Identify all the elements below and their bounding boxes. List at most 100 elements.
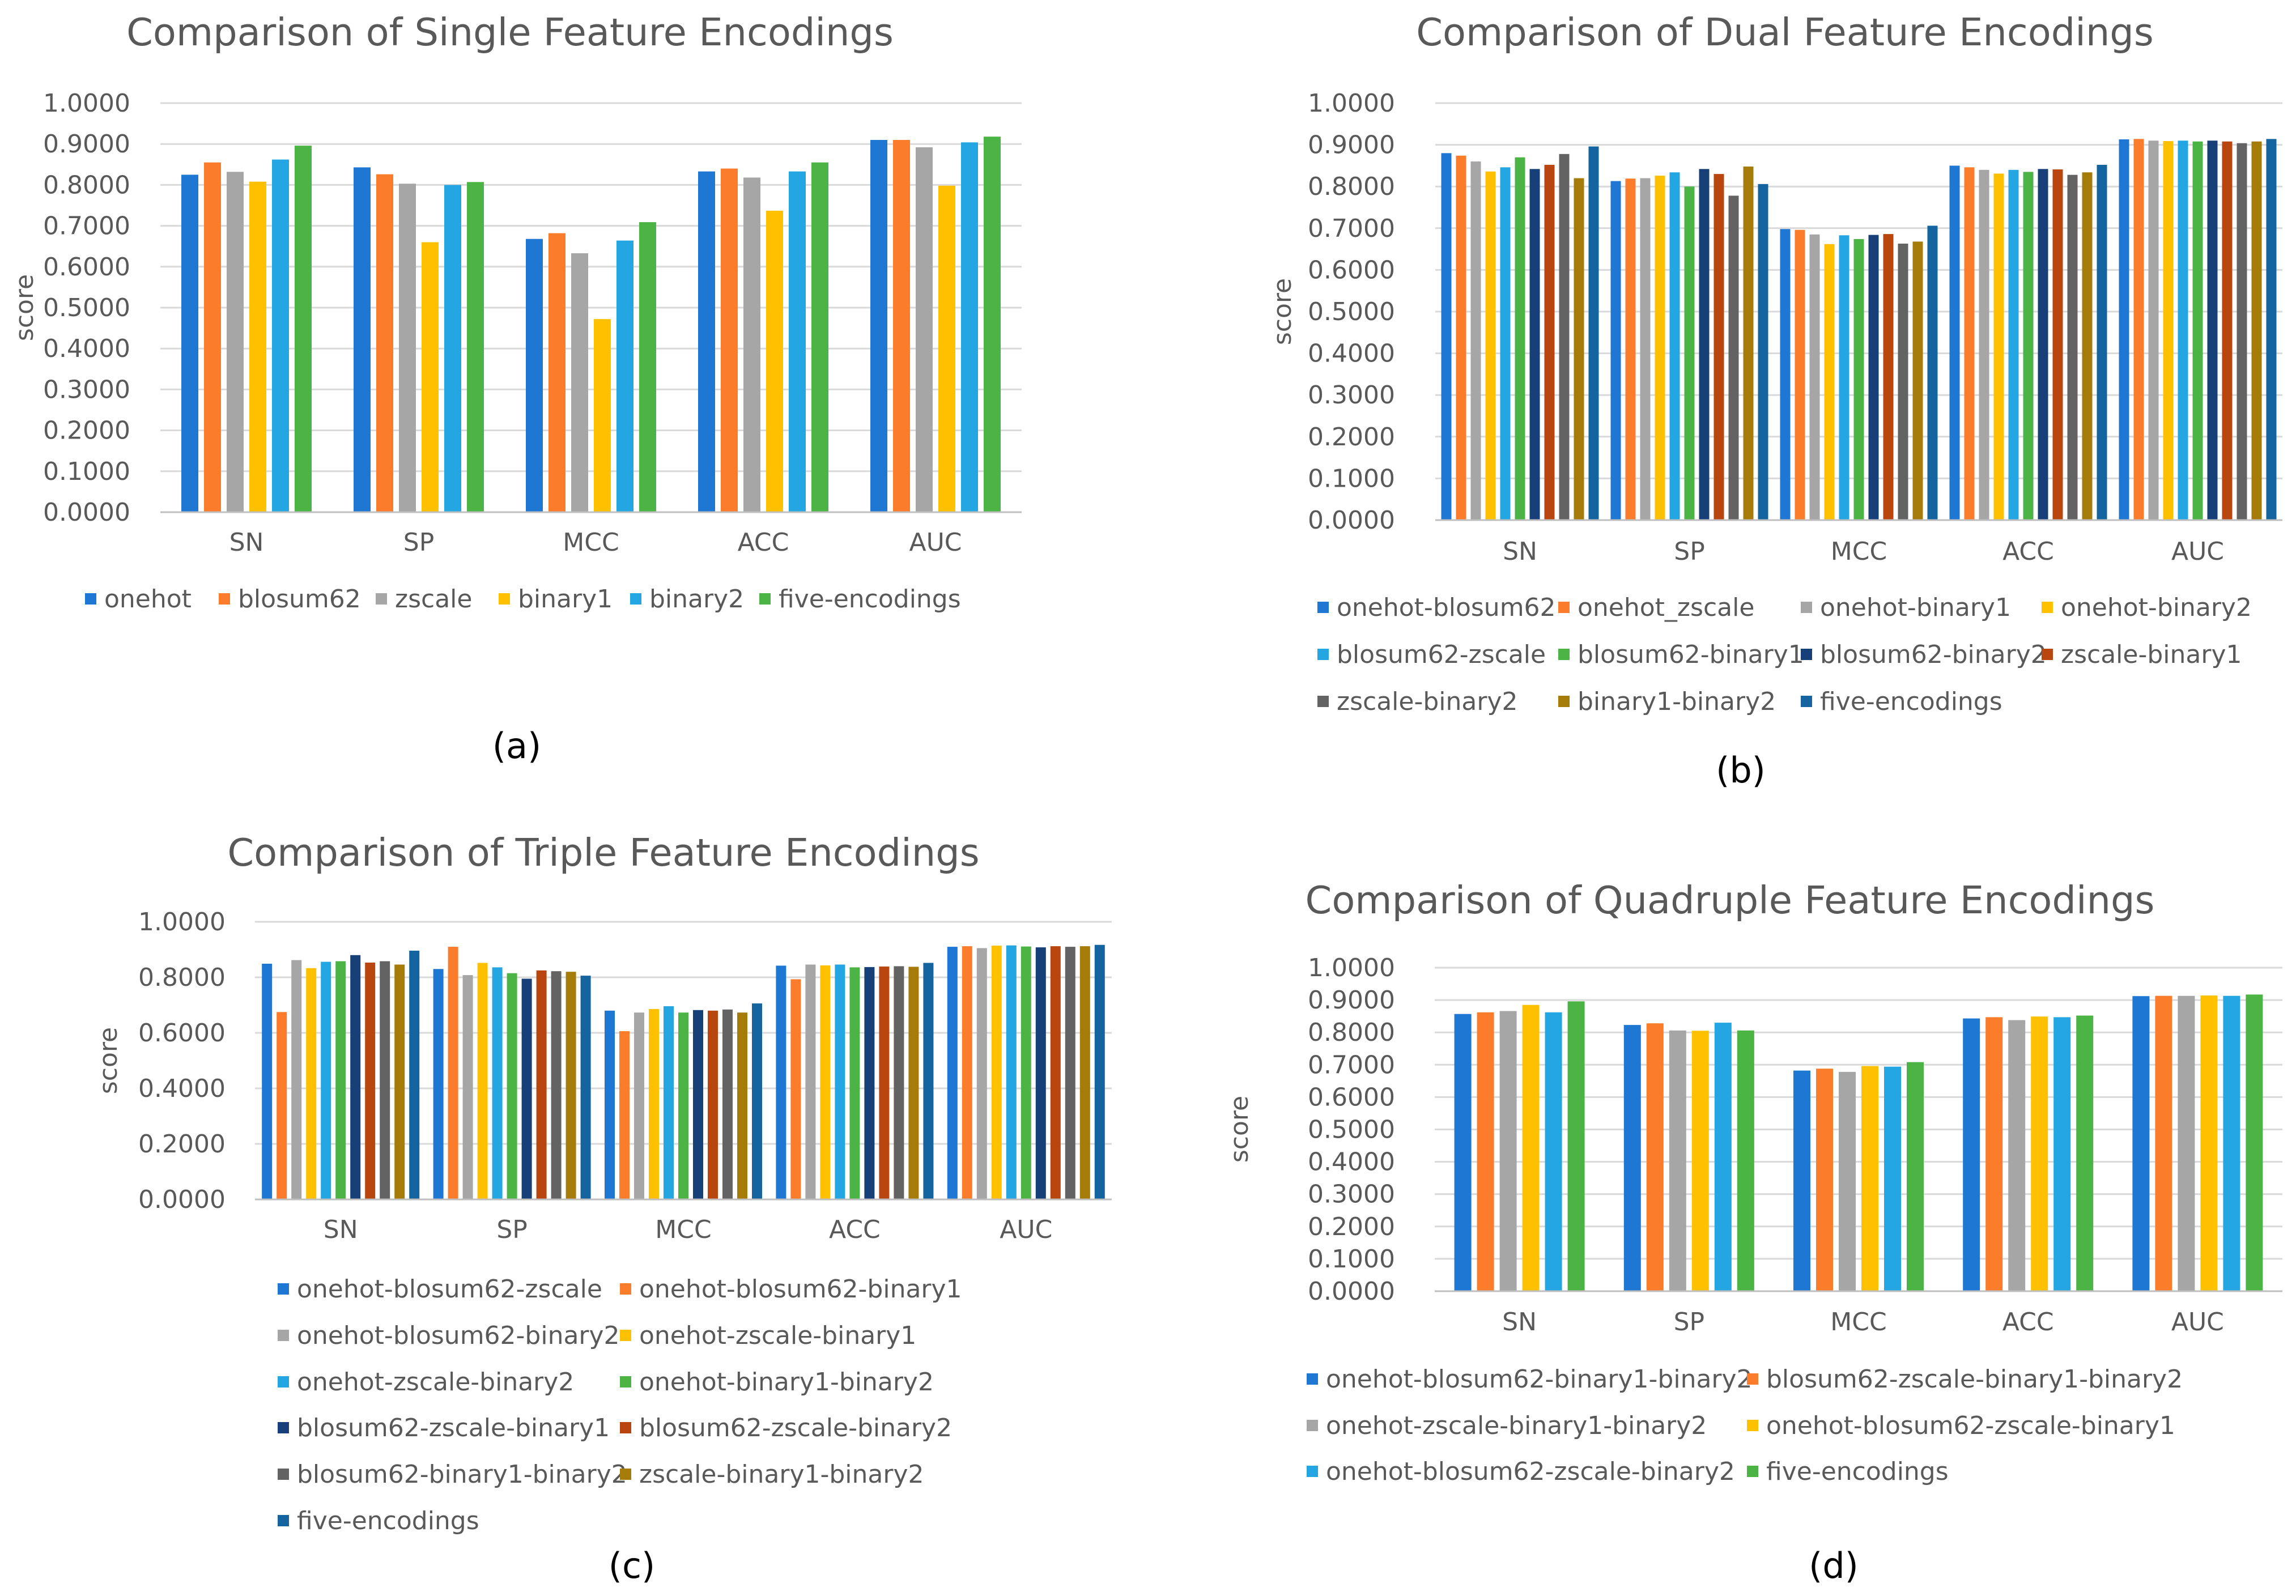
- legend-swatch: [219, 593, 230, 605]
- bar-binary1-binary2-SP: [1743, 166, 1754, 520]
- y-tick-label: 0.1000: [43, 457, 130, 486]
- legend-swatch: [499, 593, 510, 605]
- y-tick-label: 0.0000: [1308, 1277, 1395, 1306]
- legend-swatch: [620, 1376, 631, 1388]
- x-tick-label: ACC: [2002, 537, 2054, 566]
- bar-five-encodings-MCC: [1907, 1062, 1924, 1291]
- legend-swatch: [1307, 1373, 1318, 1385]
- y-tick-label: 0.3000: [1308, 1180, 1395, 1209]
- bar-blosum62-zscale-binary2-AUC: [1050, 946, 1061, 1199]
- x-tick-label: MCC: [1831, 537, 1887, 566]
- bar-onehot-binary1-SN: [1470, 161, 1481, 520]
- figure-caption: (a): [492, 725, 541, 767]
- x-tick-label: MCC: [1830, 1308, 1886, 1337]
- bar-blosum62-zscale-binary1-binary2-MCC: [1816, 1069, 1833, 1291]
- bar-onehot-zscale-binary2-SN: [321, 961, 331, 1199]
- y-axis-label: score: [1268, 278, 1297, 345]
- bar-five-encodings-MCC: [639, 222, 656, 512]
- bar-onehot-blosum62-zscale-SN: [262, 964, 273, 1199]
- legend-swatch: [1307, 1420, 1318, 1431]
- legend-swatch: [2042, 649, 2053, 660]
- legend-entry: onehot-binary1-binary2: [639, 1368, 934, 1397]
- bar-blosum62-zscale-binary2-MCC: [708, 1010, 718, 1199]
- bar-onehot-ACC: [698, 171, 715, 513]
- bar-binary2-AUC: [961, 142, 978, 513]
- bar-onehot_zscale-ACC: [1964, 167, 1975, 520]
- y-tick-label: 0.7000: [1308, 1050, 1395, 1079]
- x-tick-label: SN: [324, 1215, 358, 1244]
- legend-entry: blosum62-zscale-binary2: [639, 1414, 952, 1442]
- y-axis-label: score: [10, 274, 39, 341]
- x-tick-label: ACC: [829, 1215, 881, 1244]
- chart-d: Comparison of Quadruple Feature Encoding…: [1225, 878, 2282, 1586]
- bar-zscale-AUC: [916, 147, 933, 512]
- y-axis-label: score: [1225, 1096, 1254, 1163]
- bar-binary1-binary2-SN: [1574, 178, 1584, 520]
- bar-zscale-binary1-MCC: [1883, 234, 1894, 520]
- y-tick-label: 0.2000: [1308, 1212, 1395, 1241]
- legend-entry: blosum62-binary2: [1820, 640, 2047, 669]
- bar-zscale-binary2-SP: [1728, 195, 1739, 520]
- bar-blosum62-binary1-SP: [1684, 186, 1695, 520]
- chart-title: Comparison of Single Feature Encodings: [126, 10, 894, 54]
- y-tick-label: 1.0000: [1308, 954, 1395, 982]
- bar-onehot-blosum62-binary1-binary2-SP: [1623, 1025, 1641, 1291]
- legend-entry: zscale-binary1-binary2: [639, 1460, 924, 1489]
- bar-onehot-zscale-binary1-SN: [306, 968, 317, 1199]
- bar-onehot-binary1-binary2-ACC: [849, 967, 860, 1199]
- bar-binary1-AUC: [938, 185, 955, 512]
- bar-onehot-zscale-binary1-ACC: [820, 965, 831, 1199]
- chart-title: Comparison of Quadruple Feature Encoding…: [1306, 878, 2155, 922]
- bar-onehot-binary2-MCC: [1824, 244, 1835, 520]
- legend-swatch: [1747, 1373, 1758, 1385]
- y-tick-label: 0.9000: [43, 130, 130, 159]
- x-tick-label: ACC: [738, 528, 789, 557]
- bar-blosum62-binary1-binary2-SP: [551, 971, 562, 1199]
- legend-swatch: [278, 1515, 289, 1526]
- chart-title: Comparison of Triple Feature Encodings: [227, 831, 979, 875]
- y-tick-label: 1.0000: [138, 908, 226, 937]
- bar-onehot-binary1-SP: [1640, 178, 1651, 520]
- legend-swatch: [1747, 1420, 1758, 1431]
- figure-caption: (b): [1716, 750, 1766, 791]
- y-tick-label: 0.3000: [1308, 381, 1395, 410]
- y-tick-label: 0.2000: [43, 416, 130, 445]
- bar-onehot-zscale-binary1-binary2-MCC: [1839, 1071, 1856, 1291]
- y-tick-label: 1.0000: [43, 89, 130, 118]
- bar-onehot-blosum62-binary2-ACC: [805, 964, 816, 1199]
- y-axis-label: score: [94, 1027, 123, 1094]
- bar-five-encodings-ACC: [923, 963, 934, 1199]
- bar-onehot-binary1-AUC: [2148, 141, 2159, 520]
- bar-onehot-blosum62-binary1-SN: [277, 1012, 287, 1200]
- bar-blosum62-binary2-SN: [1529, 169, 1540, 520]
- bar-onehot-zscale-binary1-binary2-SN: [1499, 1011, 1517, 1291]
- bar-blosum62-zscale-MCC: [1839, 235, 1849, 520]
- bar-binary1-binary2-AUC: [2251, 141, 2262, 520]
- legend-swatch: [1801, 696, 1812, 707]
- x-tick-label: MCC: [563, 528, 619, 557]
- x-tick-label: AUC: [1000, 1215, 1052, 1244]
- legend-entry: zscale-binary2: [1337, 687, 1517, 716]
- y-tick-label: 0.0000: [138, 1185, 226, 1214]
- x-tick-label: ACC: [2002, 1308, 2054, 1337]
- figure-caption: (c): [609, 1545, 655, 1586]
- bar-onehot-binary2-AUC: [2163, 141, 2174, 520]
- bar-blosum62-binary1-AUC: [2192, 141, 2203, 520]
- legend-swatch: [2042, 602, 2053, 613]
- y-tick-label: 0.8000: [1308, 172, 1395, 201]
- bar-onehot-blosum62-zscale-SP: [433, 969, 444, 1199]
- bar-five-encodings-ACC: [811, 162, 828, 512]
- bar-onehot-blosum62-binary1-ACC: [790, 979, 801, 1199]
- bar-blosum62-zscale-binary1-ACC: [864, 967, 875, 1199]
- bar-onehot-blosum62-zscale-binary1-SN: [1522, 1005, 1540, 1291]
- bar-zscale-binary1-binary2-SP: [566, 972, 576, 1199]
- legend-entry: onehot-zscale-binary1-binary2: [1326, 1411, 1707, 1440]
- bar-onehot-blosum62-binary1-binary2-ACC: [1963, 1018, 1980, 1291]
- bar-binary2-MCC: [616, 240, 633, 512]
- bar-blosum62-binary1-binary2-ACC: [894, 966, 904, 1199]
- bar-blosum62-binary2-ACC: [2038, 169, 2048, 520]
- bar-blosum62-binary1-binary2-MCC: [722, 1009, 733, 1199]
- bar-onehot-blosum62-zscale-binary2-MCC: [1884, 1066, 1901, 1291]
- bar-binary1-binary2-ACC: [2082, 172, 2093, 520]
